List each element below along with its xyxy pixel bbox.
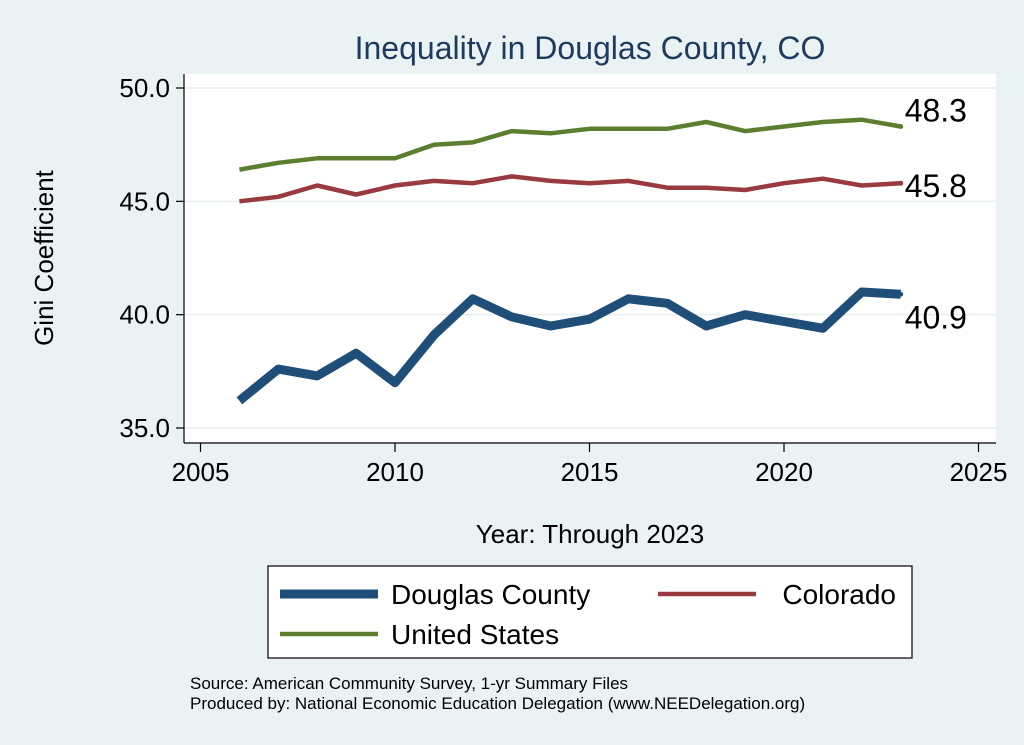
y-tick-label: 45.0	[119, 186, 170, 216]
producer-note: Produced by: National Economic Education…	[190, 694, 805, 713]
legend-entries: Douglas County Colorado United States	[280, 579, 896, 650]
x-tick-label: 2005	[172, 457, 230, 487]
x-axis-title: Year: Through 2023	[476, 519, 704, 549]
end-point-douglas-county	[898, 291, 904, 297]
legend-label-douglas-county: Douglas County	[391, 579, 590, 610]
end-label-colorado: 45.8	[905, 168, 967, 204]
y-tick-label: 50.0	[119, 73, 170, 103]
ticks: 35.0 40.0 45.0 50.0 2005 2010 2015 2020 2025	[119, 73, 1007, 487]
x-tick-label: 2015	[561, 457, 619, 487]
legend-label-united-states: United States	[391, 619, 559, 650]
series-line-douglas-county	[236, 287, 901, 405]
legend: Douglas County Colorado United States	[267, 565, 913, 659]
y-tick-label: 40.0	[119, 300, 170, 330]
series	[236, 117, 904, 405]
chart-title: Inequality in Douglas County, CO	[355, 30, 826, 66]
source-note: Source: American Community Survey, 1-yr …	[190, 674, 628, 693]
end-point-united-states	[898, 124, 904, 130]
legend-label-colorado: Colorado	[782, 579, 896, 610]
plot-area	[184, 74, 996, 443]
end-label-douglas-county: 40.9	[905, 299, 967, 335]
y-tick-label: 35.0	[119, 413, 170, 443]
x-tick-label: 2020	[755, 457, 813, 487]
series-line-colorado	[239, 174, 901, 204]
end-point-colorado	[898, 180, 904, 186]
legend-box	[267, 565, 913, 659]
end-labels: 45.8 48.3 40.9	[905, 93, 967, 336]
x-tick-label: 2010	[366, 457, 424, 487]
end-label-united-states: 48.3	[905, 93, 967, 129]
y-axis-title: Gini Coefficient	[29, 169, 59, 346]
series-line-united-states	[239, 117, 902, 172]
x-tick-label: 2025	[950, 457, 1008, 487]
